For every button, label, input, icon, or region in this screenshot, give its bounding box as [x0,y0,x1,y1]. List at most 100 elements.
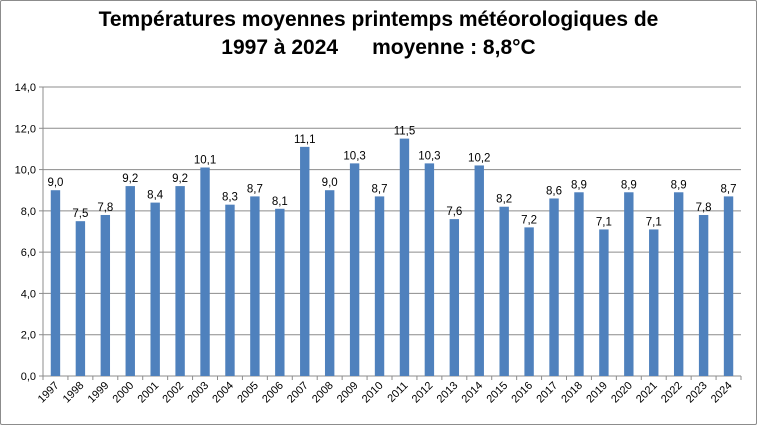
x-tick-label-2020: 2020 [609,380,635,406]
bar-2002 [175,186,185,376]
x-tick-label-2003: 2003 [185,380,211,406]
bar-2023 [698,214,709,376]
x-tick-label-2006: 2006 [260,380,286,406]
y-tick-label: 4,0 [21,288,36,300]
y-tick-label: 10,0 [15,165,36,177]
data-label-2006: 8,1 [272,196,288,208]
bar-2021 [649,229,659,376]
x-tick-label-2010: 2010 [360,380,386,406]
bar-2022 [673,192,684,376]
x-tick-label-2004: 2004 [210,380,236,406]
bar-2003 [200,167,210,376]
data-label-1997: 9,0 [47,177,63,189]
data-label-2001: 8,4 [147,190,164,202]
chart-title-line2: 1997 à 2024 moyenne : 8,8°C [0,34,757,62]
data-label-1999: 7,8 [97,202,113,214]
x-tick-label-1999: 1999 [86,380,112,406]
bar-1997 [50,190,61,376]
data-label-2017: 8,6 [546,185,562,197]
x-tick-label-2007: 2007 [285,380,311,406]
bar-1998 [75,221,86,376]
data-label-2015: 8,2 [496,194,512,206]
data-label-2002: 9,2 [172,173,188,185]
x-tick-label-2005: 2005 [235,380,261,406]
x-tick-label-2008: 2008 [310,380,336,406]
y-tick-label: 2,0 [21,330,36,342]
data-label-2009: 10,3 [343,150,365,162]
x-tick-label-2011: 2011 [385,380,410,405]
bar-2007 [300,146,310,376]
bar-2018 [574,192,584,376]
x-tick-label-2012: 2012 [410,380,436,406]
y-tick-label: 0,0 [21,371,36,383]
x-tick-label-2000: 2000 [111,380,137,406]
bar-2001 [150,202,160,376]
chart-title-mean: moyenne : 8,8°C [372,36,536,59]
axes [39,86,742,380]
x-tick-label-1997: 1997 [36,380,62,406]
y-tick-labels: 0,0 2,0 4,0 6,0 8,0 10,0 12,0 14,0 [15,82,36,383]
x-tick-label-2021: 2021 [634,380,660,406]
y-tick-label: 6,0 [21,247,36,259]
x-tick-label-2002: 2002 [160,380,186,406]
x-tick-label-2014: 2014 [460,380,486,406]
y-tick-label: 12,0 [15,123,36,135]
gridlines [43,86,741,336]
x-tick-label-1998: 1998 [61,380,87,406]
chart-title-line1: Températures moyennes printemps météorol… [98,8,659,31]
bar-2015 [499,206,509,376]
bar-1999 [100,214,111,376]
chart-title: Températures moyennes printemps météorol… [0,6,757,62]
data-label-2024: 8,7 [721,183,737,195]
data-label-2004: 8,3 [222,192,238,204]
bar-2017 [549,198,559,376]
data-label-2021: 7,1 [646,216,662,228]
bar-2020 [624,192,634,376]
data-label-2023: 7,8 [696,202,712,214]
x-tick-label-2018: 2018 [559,380,585,406]
data-label-2005: 8,7 [247,183,263,195]
bars [50,138,734,376]
x-tick-labels: 1997 1998 1999 2000 2001 2002 2003 2004 2005 2006… [36,380,735,406]
x-tick-label-2016: 2016 [509,380,535,406]
data-label-2000: 9,2 [122,173,138,185]
data-label-2019: 7,1 [596,216,612,228]
data-labels: 9,0 7,5 7,8 9,2 8,4 9,2 10,1 8,3 8,7 8,1 11,1 9,0 10… [47,126,736,229]
bar-2019 [599,229,609,376]
data-label-2011: 11,5 [394,126,416,138]
bar-2006 [275,208,285,376]
bar-2004 [225,204,235,376]
bar-2011 [399,138,410,376]
bar-2010 [374,196,385,376]
data-label-2020: 8,9 [621,179,637,191]
data-label-1998: 7,5 [72,208,88,220]
bar-2012 [424,163,435,376]
data-label-2012: 10,3 [418,150,440,162]
bar-2000 [125,186,135,376]
x-tick-label-2015: 2015 [485,380,511,406]
data-label-2010: 8,7 [372,183,388,195]
y-tick-label: 14,0 [15,82,36,94]
x-tick-label-2019: 2019 [584,380,610,406]
x-tick-label-2022: 2022 [659,380,685,406]
x-tick-label-2017: 2017 [534,380,560,406]
data-label-2018: 8,9 [571,179,587,191]
bar-2016 [524,227,534,376]
x-tick-label-2001: 2001 [136,380,162,406]
bar-2014 [474,165,484,376]
data-label-2007: 11,1 [294,134,316,146]
bar-2008 [324,190,335,376]
data-label-2014: 10,2 [468,152,490,164]
y-tick-label: 8,0 [21,206,36,218]
bar-2024 [723,196,734,376]
bar-2009 [349,163,360,376]
data-label-2003: 10,1 [194,155,216,167]
bar-2005 [250,196,260,376]
x-tick-label-2023: 2023 [684,380,710,406]
x-tick-label-2009: 2009 [335,380,361,406]
data-label-2016: 7,2 [521,214,537,226]
bar-2013 [449,219,460,376]
data-label-2022: 8,9 [671,179,687,191]
x-tick-label-2013: 2013 [435,380,461,406]
